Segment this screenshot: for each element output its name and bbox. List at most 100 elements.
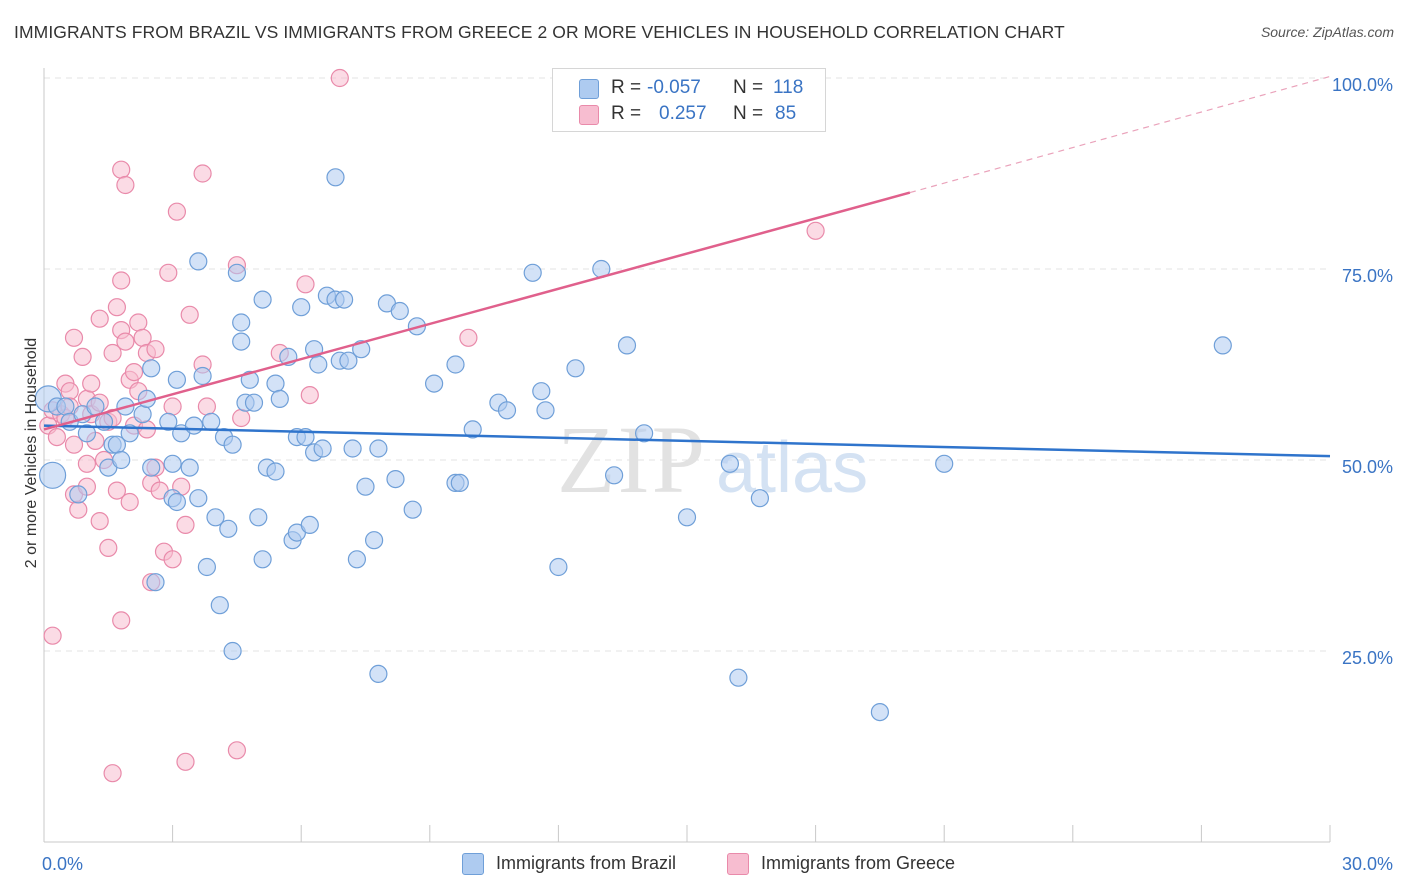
brazil-point-80 (403, 500, 422, 519)
brazil-point-96 (617, 336, 637, 355)
brazil-point-8 (86, 397, 105, 416)
greece-point-55 (167, 202, 186, 221)
tick-labels: 25.0% 50.0% 75.0% 100.0% 0.0% 30.0% (42, 75, 1393, 874)
brazil-point-18 (142, 359, 161, 378)
brazil-point-48 (253, 290, 272, 309)
brazil-point-35 (210, 596, 229, 615)
greece-point-64 (227, 741, 246, 760)
brazil-point-90 (532, 382, 551, 401)
greece-point-12 (69, 500, 88, 519)
greece-point-65 (232, 408, 251, 428)
correlation-stats-box: R = -0.057 N = 118 R = 0.257 N = 85 (552, 68, 826, 132)
brazil-point-19 (142, 458, 161, 477)
brazil-point-98 (677, 508, 697, 527)
brazil-point-62 (309, 355, 328, 374)
brazil-point-97 (634, 424, 654, 443)
greece-point-9 (64, 328, 84, 347)
greece-point-38 (120, 492, 139, 512)
brazil-point-25 (167, 370, 186, 389)
brazil-point-101 (750, 489, 770, 508)
y-tick-label-75: 75.0% (1342, 266, 1393, 286)
greece-point-40 (124, 363, 144, 382)
brazil-point-29 (189, 252, 208, 271)
brazil-point-42 (232, 313, 251, 332)
greece-point-7 (60, 382, 79, 401)
greece-point-52 (159, 263, 178, 282)
brazil-point-85 (450, 473, 469, 492)
greece-point-60 (193, 164, 212, 183)
x-tick-label-0: 0.0% (42, 854, 83, 874)
brazil-point-15 (120, 424, 139, 443)
brazil-point-47 (253, 550, 272, 569)
greece-point-71 (806, 221, 825, 240)
greece-r-value: 0.257 (659, 103, 707, 124)
greece-point-62 (197, 397, 216, 416)
brazil-point-82 (425, 374, 444, 393)
trend-lines (43, 75, 1331, 458)
chart-title: IMMIGRANTS FROM BRAZIL VS IMMIGRANTS FRO… (14, 22, 1065, 42)
brazil-point-75 (369, 439, 388, 458)
greece-point-3 (47, 428, 67, 447)
greece-point-21 (90, 511, 109, 531)
greece-point-69 (330, 68, 349, 88)
brazil-point-95 (604, 466, 624, 485)
greece-point-27 (103, 343, 122, 363)
brazil-point-93 (566, 359, 585, 378)
brazil-point-32 (197, 557, 216, 577)
greece-point-35 (116, 175, 135, 195)
y-tick-label-25: 25.0% (1342, 648, 1393, 668)
brazil-point-45 (244, 393, 264, 412)
greece-point-11 (64, 435, 84, 454)
brazil-point-74 (365, 531, 384, 550)
y-tick-label-100: 100.0% (1332, 75, 1393, 95)
brazil-point-100 (729, 668, 748, 687)
brazil-point-102 (870, 702, 890, 722)
brazil-point-30 (189, 489, 208, 508)
brazil-point-3 (56, 397, 75, 416)
watermark-atlas: atlas (716, 428, 868, 508)
brazil-point-57 (292, 298, 311, 317)
brazil-point-39 (223, 641, 242, 661)
brazil-trend-line (43, 424, 1331, 458)
greece-trend-line (43, 191, 911, 431)
greece-point-13 (73, 347, 92, 366)
gridlines (44, 77, 1330, 652)
brazil-point-22 (163, 454, 182, 473)
greece-n-value: 85 (775, 103, 797, 124)
greece-point-2 (43, 626, 62, 645)
brazil-point-59 (300, 515, 319, 535)
greece-point-49 (146, 340, 165, 359)
source-credit: Source: ZipAtlas.com (1260, 24, 1394, 40)
brazil-swatch (579, 79, 599, 99)
brazil-point-40 (227, 263, 246, 282)
brazil-r-value: -0.057 (647, 77, 701, 98)
greece-point-36 (116, 332, 135, 351)
greece-point-30 (107, 481, 127, 500)
brazil-point-33 (202, 412, 221, 431)
brazil-point-69 (339, 351, 358, 370)
brazil-point-68 (335, 290, 354, 309)
brazil-point-7 (77, 424, 97, 443)
brazil-point-46 (249, 508, 268, 527)
brazil-n-label: N = (733, 77, 764, 98)
x-tick-label-30: 30.0% (1342, 854, 1393, 874)
brazil-point-103 (935, 454, 954, 473)
brazil-point-63 (313, 439, 332, 458)
brazil-point-34 (206, 508, 225, 527)
greece-point-25 (99, 538, 118, 558)
greece-point-54 (163, 550, 182, 569)
greece-point-33 (112, 271, 131, 290)
brazil-point-38 (223, 435, 242, 454)
brazil-point-51 (266, 462, 285, 481)
watermark-zip: ZIP (557, 406, 707, 513)
greece-point-31 (112, 160, 131, 179)
y-tick-label-50: 50.0% (1342, 457, 1393, 477)
axes (43, 68, 1331, 843)
zipatlas-watermark: ZIP atlas (557, 406, 868, 513)
brazil-point-88 (497, 401, 517, 420)
greece-point-57 (176, 515, 195, 535)
brazil-point-41 (232, 332, 251, 351)
brazil-point-73 (356, 477, 375, 496)
brazil-point-21 (159, 412, 178, 431)
brazil-n-value: 118 (773, 77, 804, 98)
